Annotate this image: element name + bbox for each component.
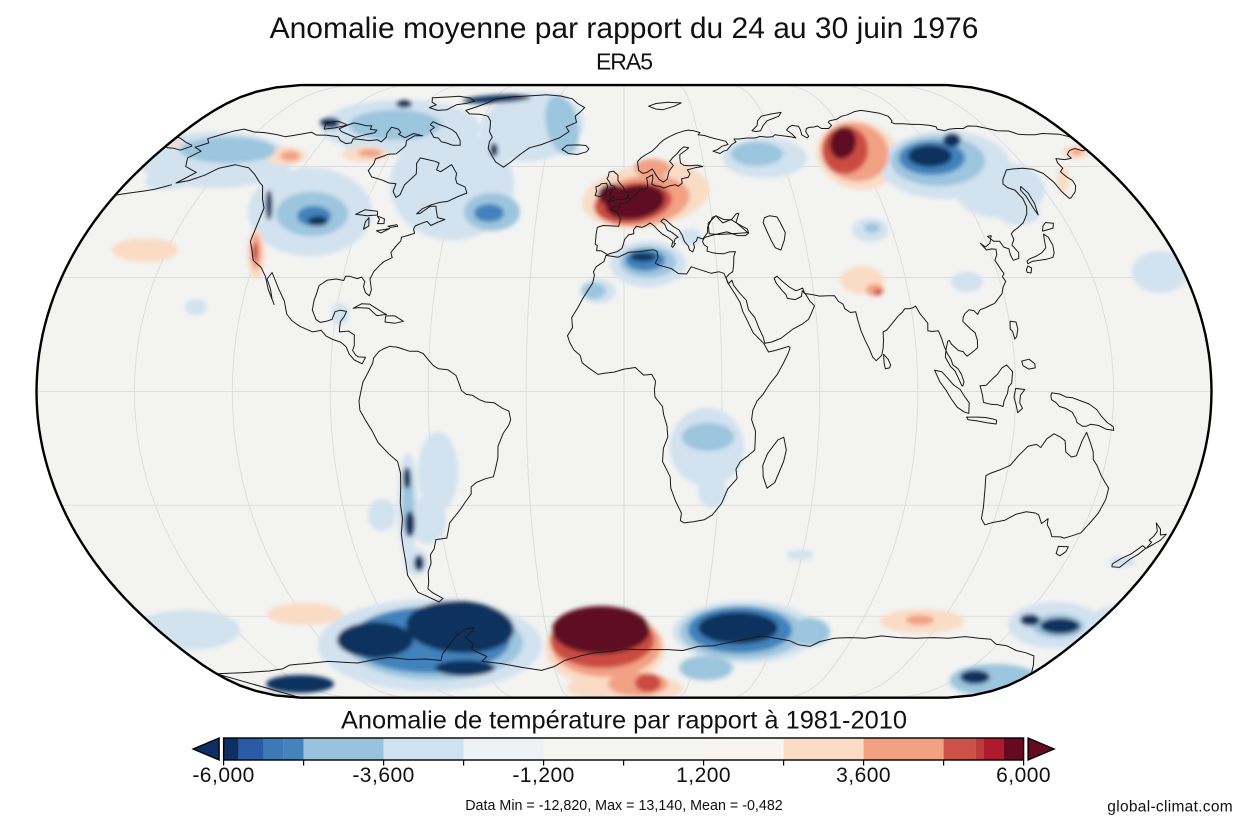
svg-text:Data Min = -12,820, Max = 13,1: Data Min = -12,820, Max = 13,140, Mean =… (465, 798, 783, 814)
svg-text:global-climat.com: global-climat.com (1107, 799, 1233, 816)
svg-text:-6,000: -6,000 (192, 764, 255, 787)
svg-text:ERA5: ERA5 (596, 49, 652, 75)
svg-text:Anomalie de température par ra: Anomalie de température par rapport à 19… (341, 707, 907, 735)
svg-text:6,000: 6,000 (996, 764, 1051, 787)
svg-text:-1,200: -1,200 (512, 764, 575, 787)
svg-text:3,600: 3,600 (836, 764, 891, 787)
svg-text:1,200: 1,200 (676, 764, 731, 787)
svg-text:Anomalie moyenne par rapport d: Anomalie moyenne par rapport du 24 au 30… (270, 12, 979, 45)
svg-text:-3,600: -3,600 (352, 764, 415, 787)
